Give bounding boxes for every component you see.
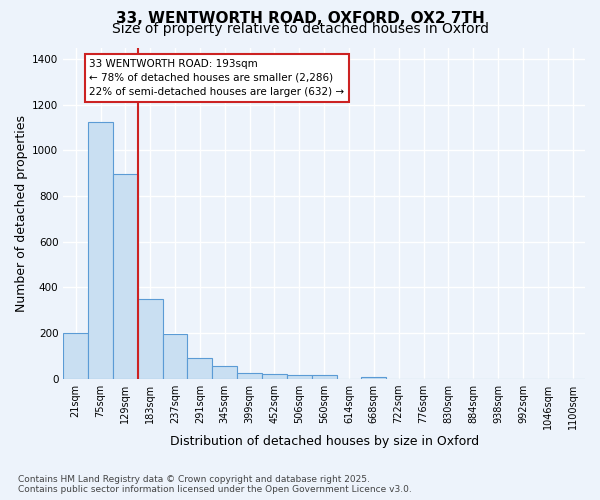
Bar xyxy=(237,373,262,379)
Bar xyxy=(312,375,337,379)
Bar xyxy=(287,375,312,379)
Text: 33, WENTWORTH ROAD, OXFORD, OX2 7TH: 33, WENTWORTH ROAD, OXFORD, OX2 7TH xyxy=(116,11,484,26)
Text: Contains HM Land Registry data © Crown copyright and database right 2025.
Contai: Contains HM Land Registry data © Crown c… xyxy=(18,474,412,494)
Bar xyxy=(88,122,113,379)
Bar xyxy=(187,358,212,379)
Bar xyxy=(262,374,287,379)
Bar xyxy=(113,174,138,379)
Bar xyxy=(63,333,88,379)
Bar xyxy=(163,334,187,379)
Bar xyxy=(361,376,386,379)
Bar xyxy=(138,299,163,379)
X-axis label: Distribution of detached houses by size in Oxford: Distribution of detached houses by size … xyxy=(170,434,479,448)
Text: Size of property relative to detached houses in Oxford: Size of property relative to detached ho… xyxy=(112,22,488,36)
Y-axis label: Number of detached properties: Number of detached properties xyxy=(15,114,28,312)
Text: 33 WENTWORTH ROAD: 193sqm
← 78% of detached houses are smaller (2,286)
22% of se: 33 WENTWORTH ROAD: 193sqm ← 78% of detac… xyxy=(89,59,344,97)
Bar xyxy=(212,366,237,379)
